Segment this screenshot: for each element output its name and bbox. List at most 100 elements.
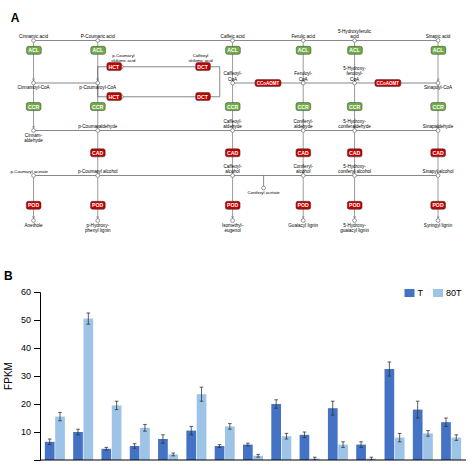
enzyme-label: CAD (227, 150, 238, 156)
enzyme-label: CAD (432, 150, 443, 156)
label: Coniferyl-alcohol (293, 164, 313, 174)
node (96, 39, 100, 43)
tick-label: 20 (21, 399, 31, 409)
connector (34, 175, 438, 176)
y-axis-title: FPKM (3, 362, 14, 390)
tick-mark (34, 348, 40, 349)
label: Coniferyl-aldehyde (293, 119, 313, 129)
enzyme-background (347, 201, 362, 209)
legend: T80T (404, 288, 462, 298)
bar (385, 369, 395, 460)
enzyme-box: POD (26, 201, 41, 209)
node (231, 129, 235, 133)
node (32, 174, 36, 178)
labels: Cinnamic acid P-Coumaric acid Caffeic acid… (11, 29, 454, 233)
label: 5-Hydroxy-feruloyl-CoA (343, 66, 366, 82)
bar (83, 319, 93, 460)
enzyme-label: POD (432, 202, 443, 208)
nodes (32, 39, 440, 223)
node (96, 129, 100, 133)
node (32, 39, 36, 43)
arrow (33, 178, 34, 219)
enzyme-label: POD (227, 202, 238, 208)
panel-title: A (11, 11, 20, 25)
enzyme-box: ACL (296, 46, 311, 54)
enzyme-box: CAD (347, 149, 362, 157)
connector (34, 83, 98, 84)
tick-mark (34, 404, 40, 405)
enzyme-box: CCR (347, 103, 362, 111)
error-bar (341, 442, 345, 448)
error-bar (133, 444, 137, 448)
label: P-Coumaric acid (81, 34, 115, 39)
tick: 60 (21, 287, 40, 297)
enzyme-label: POD (28, 202, 39, 208)
arrow (438, 178, 439, 219)
enzyme-label: ACL (227, 47, 238, 53)
error-bar (388, 362, 392, 376)
enzyme-box: CCR (26, 103, 41, 111)
enzyme-background (196, 63, 211, 71)
enzyme-label: HCT (108, 64, 119, 70)
enzyme-label: DCT (197, 94, 208, 100)
enzyme-background (348, 46, 363, 54)
error-bar (228, 424, 232, 430)
enzyme-box: CCoAOMT (255, 80, 281, 87)
node (231, 39, 235, 43)
error-bar (246, 443, 250, 446)
enzyme-box: HCT (107, 63, 122, 71)
label: 5-Hydroxy-guaiacyl lignin (340, 223, 369, 233)
legend-swatch (433, 289, 443, 297)
label: 5-Hydroxy-coniferaldehyde (338, 119, 371, 129)
label: Guaiacyl lignin (288, 223, 318, 228)
enzyme-background (91, 201, 106, 209)
label: p-Coumaroyl-CoA (79, 85, 117, 90)
label: Caffeoyl-aldehyde (223, 119, 242, 129)
enzyme-box: DCT (196, 93, 211, 101)
arrow (303, 178, 304, 219)
node (436, 174, 440, 178)
error-bar (76, 429, 80, 435)
error-bar (359, 442, 363, 448)
enzyme-box: ACL (27, 46, 42, 54)
enzyme-box: POD (347, 201, 362, 209)
enzyme-label: CCoAOMT (257, 81, 280, 86)
enzyme-background (226, 46, 241, 54)
enzyme-box: CAD (91, 149, 106, 157)
arrow (232, 178, 233, 219)
node (353, 129, 357, 133)
series (55, 313, 461, 460)
label: Feruloyl-CoA (294, 71, 312, 81)
node (301, 39, 305, 43)
tick-label: 40 (21, 343, 31, 353)
tick-label: 10 (21, 427, 31, 437)
bar (271, 404, 281, 460)
label: Cinnamic acid (19, 34, 48, 39)
enzyme-box: CCR (91, 103, 106, 111)
enzyme-background (26, 201, 41, 209)
bar (197, 394, 207, 460)
enzyme-box: CAD (431, 149, 446, 157)
error-bar (331, 401, 335, 415)
bar (215, 446, 225, 460)
label: 5-Hydroxy-coniferyl alcohol (338, 164, 371, 174)
node (301, 81, 305, 85)
tick-label: 50 (21, 315, 31, 325)
tick-mark (34, 376, 40, 377)
enzyme-box: CAD (296, 149, 311, 157)
enzyme-label: CCoAOMT (376, 81, 399, 86)
arrow (354, 178, 355, 219)
tick: 50 (21, 315, 40, 325)
error-bar (256, 454, 260, 457)
label: Caffeic acid (221, 34, 245, 39)
node (301, 129, 305, 133)
node (96, 174, 100, 178)
bar (423, 433, 433, 460)
y-axis-line (34, 293, 41, 461)
enzyme-background (431, 103, 446, 111)
enzyme-background (296, 103, 311, 111)
annotation: p-Coumarylskikimic acid (111, 53, 136, 63)
label: Sinapaldehyde (423, 124, 454, 129)
panel-b: 102030405060FPKMBT80T (3, 269, 466, 461)
label: Isomethyl-eugenol (222, 223, 244, 233)
